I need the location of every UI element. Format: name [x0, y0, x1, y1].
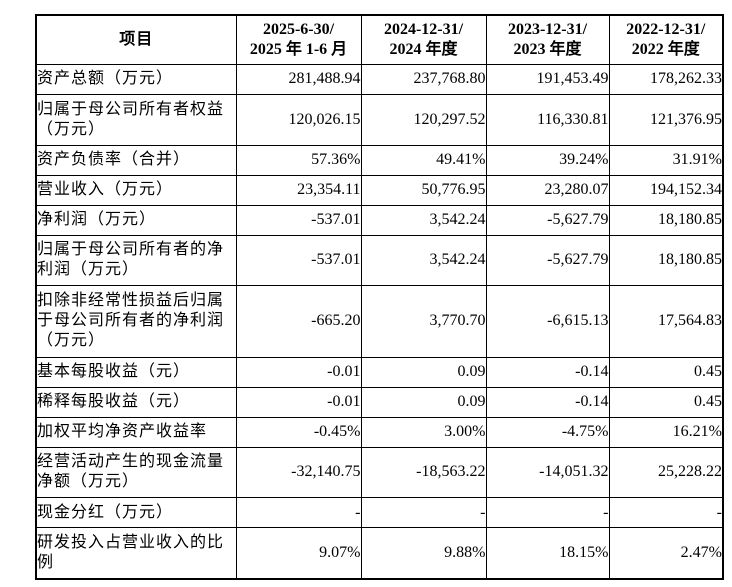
cell-value: 3,542.24: [360, 234, 487, 287]
cell-value: 57.36%: [235, 144, 362, 176]
row-label: 资产总额（万元）: [35, 64, 237, 95]
table-row: 归属于母公司所有者的净利润（万元） -537.01 3,542.24 -5,627.7…: [35, 234, 724, 287]
cell-value: 31.91%: [608, 144, 724, 176]
cell-value: 0.09: [360, 386, 487, 418]
table-row: 资产总额（万元） 281,488.94 237,768.80 191,453.49 17…: [35, 64, 724, 95]
table-row: 净利润（万元） -537.01 3,542.24 -5,627.79 18,180.85: [35, 204, 724, 236]
cell-value: -0.01: [235, 386, 362, 418]
row-label: 稀释每股收益（元）: [35, 386, 237, 418]
cell-value: 16.21%: [608, 416, 724, 448]
column-header-period-2023: 2023-12-31/ 2023 年度: [485, 14, 610, 65]
cell-value: 0.45: [608, 356, 724, 388]
period-date: 2025-6-30/: [262, 21, 335, 38]
cell-value: 23,354.11: [235, 174, 362, 206]
cell-value: -4.75%: [485, 416, 610, 448]
cell-value: 18,180.85: [608, 234, 724, 287]
cell-value: 281,488.94: [235, 64, 362, 95]
cell-value: 23,280.07: [485, 174, 610, 206]
column-header-period-2025: 2025-6-30/ 2025 年 1-6 月: [235, 14, 362, 65]
cell-value: -: [485, 497, 610, 529]
table-row: 现金分红（万元） - - - -: [35, 497, 724, 529]
cell-value: -18,563.22: [360, 446, 487, 499]
cell-value: -: [235, 497, 362, 529]
table-row: 基本每股收益（元） -0.01 0.09 -0.14 0.45: [35, 356, 724, 388]
table-row: 经营活动产生的现金流量净额（万元） -32,140.75 -18,563.22 -14…: [35, 446, 724, 499]
cell-value: 3,542.24: [360, 204, 487, 236]
table-row: 研发投入占营业收入的比例 9.07% 9.88% 18.15% 2.47%: [35, 527, 724, 580]
row-label: 归属于母公司所有者的净利润（万元）: [35, 234, 237, 287]
period-range: 2024 年度: [389, 41, 458, 58]
row-label: 净利润（万元）: [35, 204, 237, 236]
period-date: 2023-12-31/: [507, 21, 588, 38]
row-label: 研发投入占营业收入的比例: [35, 527, 237, 580]
cell-value: -14,051.32: [485, 446, 610, 499]
header-row: 项目 2025-6-30/ 2025 年 1-6 月 2024-12-31/ 2…: [35, 14, 724, 65]
column-header-item: 项目: [35, 14, 237, 65]
cell-value: -32,140.75: [235, 446, 362, 499]
cell-value: -0.14: [485, 356, 610, 388]
row-label: 经营活动产生的现金流量净额（万元）: [35, 446, 237, 499]
cell-value: 2.47%: [608, 527, 724, 580]
row-label: 加权平均净资产收益率: [35, 416, 237, 448]
cell-value: 49.41%: [360, 144, 487, 176]
cell-value: -: [608, 497, 724, 529]
table-row: 扣除非经常性损益后归属于母公司所有者的净利润（万元） -665.20 3,770.7…: [35, 285, 724, 358]
cell-value: -0.01: [235, 356, 362, 388]
cell-value: -0.45%: [235, 416, 362, 448]
financial-summary-table: 项目 2025-6-30/ 2025 年 1-6 月 2024-12-31/ 2…: [35, 14, 724, 580]
cell-value: 9.88%: [360, 527, 487, 580]
table-body: 资产总额（万元） 281,488.94 237,768.80 191,453.49 17…: [35, 64, 724, 580]
cell-value: -: [360, 497, 487, 529]
row-label: 现金分红（万元）: [35, 497, 237, 529]
cell-value: 3,770.70: [360, 285, 487, 358]
cell-value: 0.45: [608, 386, 724, 418]
table-row: 归属于母公司所有者权益（万元） 120,026.15 120,297.52 116,3…: [35, 93, 724, 146]
period-range: 2022 年度: [631, 41, 700, 58]
cell-value: -5,627.79: [485, 234, 610, 287]
cell-value: 0.09: [360, 356, 487, 388]
row-label: 营业收入（万元）: [35, 174, 237, 206]
row-label: 资产负债率（合并）: [35, 144, 237, 176]
table-row: 稀释每股收益（元） -0.01 0.09 -0.14 0.45: [35, 386, 724, 418]
cell-value: -6,615.13: [485, 285, 610, 358]
cell-value: 18.15%: [485, 527, 610, 580]
cell-value: -665.20: [235, 285, 362, 358]
cell-value: -0.14: [485, 386, 610, 418]
cell-value: 120,026.15: [235, 93, 362, 146]
cell-value: 18,180.85: [608, 204, 724, 236]
cell-value: 191,453.49: [485, 64, 610, 95]
table-row: 营业收入（万元） 23,354.11 50,776.95 23,280.07 194,1…: [35, 174, 724, 206]
cell-value: 17,564.83: [608, 285, 724, 358]
cell-value: 3.00%: [360, 416, 487, 448]
cell-value: 120,297.52: [360, 93, 487, 146]
cell-value: 121,376.95: [608, 93, 724, 146]
cell-value: -537.01: [235, 234, 362, 287]
table-row: 加权平均净资产收益率 -0.45% 3.00% -4.75% 16.21%: [35, 416, 724, 448]
column-header-period-2024: 2024-12-31/ 2024 年度: [360, 14, 487, 65]
period-date: 2024-12-31/: [383, 21, 464, 38]
cell-value: 9.07%: [235, 527, 362, 580]
cell-value: 39.24%: [485, 144, 610, 176]
cell-value: 50,776.95: [360, 174, 487, 206]
cell-value: 194,152.34: [608, 174, 724, 206]
cell-value: -5,627.79: [485, 204, 610, 236]
cell-value: -537.01: [235, 204, 362, 236]
period-range: 2023 年度: [513, 41, 582, 58]
cell-value: 116,330.81: [485, 93, 610, 146]
column-header-period-2022: 2022-12-31/ 2022 年度: [608, 14, 724, 65]
row-label: 扣除非经常性损益后归属于母公司所有者的净利润（万元）: [35, 285, 237, 358]
cell-value: 25,228.22: [608, 446, 724, 499]
table-row: 资产负债率（合并） 57.36% 49.41% 39.24% 31.91%: [35, 144, 724, 176]
row-label: 基本每股收益（元）: [35, 356, 237, 388]
period-range: 2025 年 1-6 月: [249, 41, 348, 58]
cell-value: 237,768.80: [360, 64, 487, 95]
row-label: 归属于母公司所有者权益（万元）: [35, 93, 237, 146]
cell-value: 178,262.33: [608, 64, 724, 95]
period-date: 2022-12-31/: [626, 21, 706, 38]
